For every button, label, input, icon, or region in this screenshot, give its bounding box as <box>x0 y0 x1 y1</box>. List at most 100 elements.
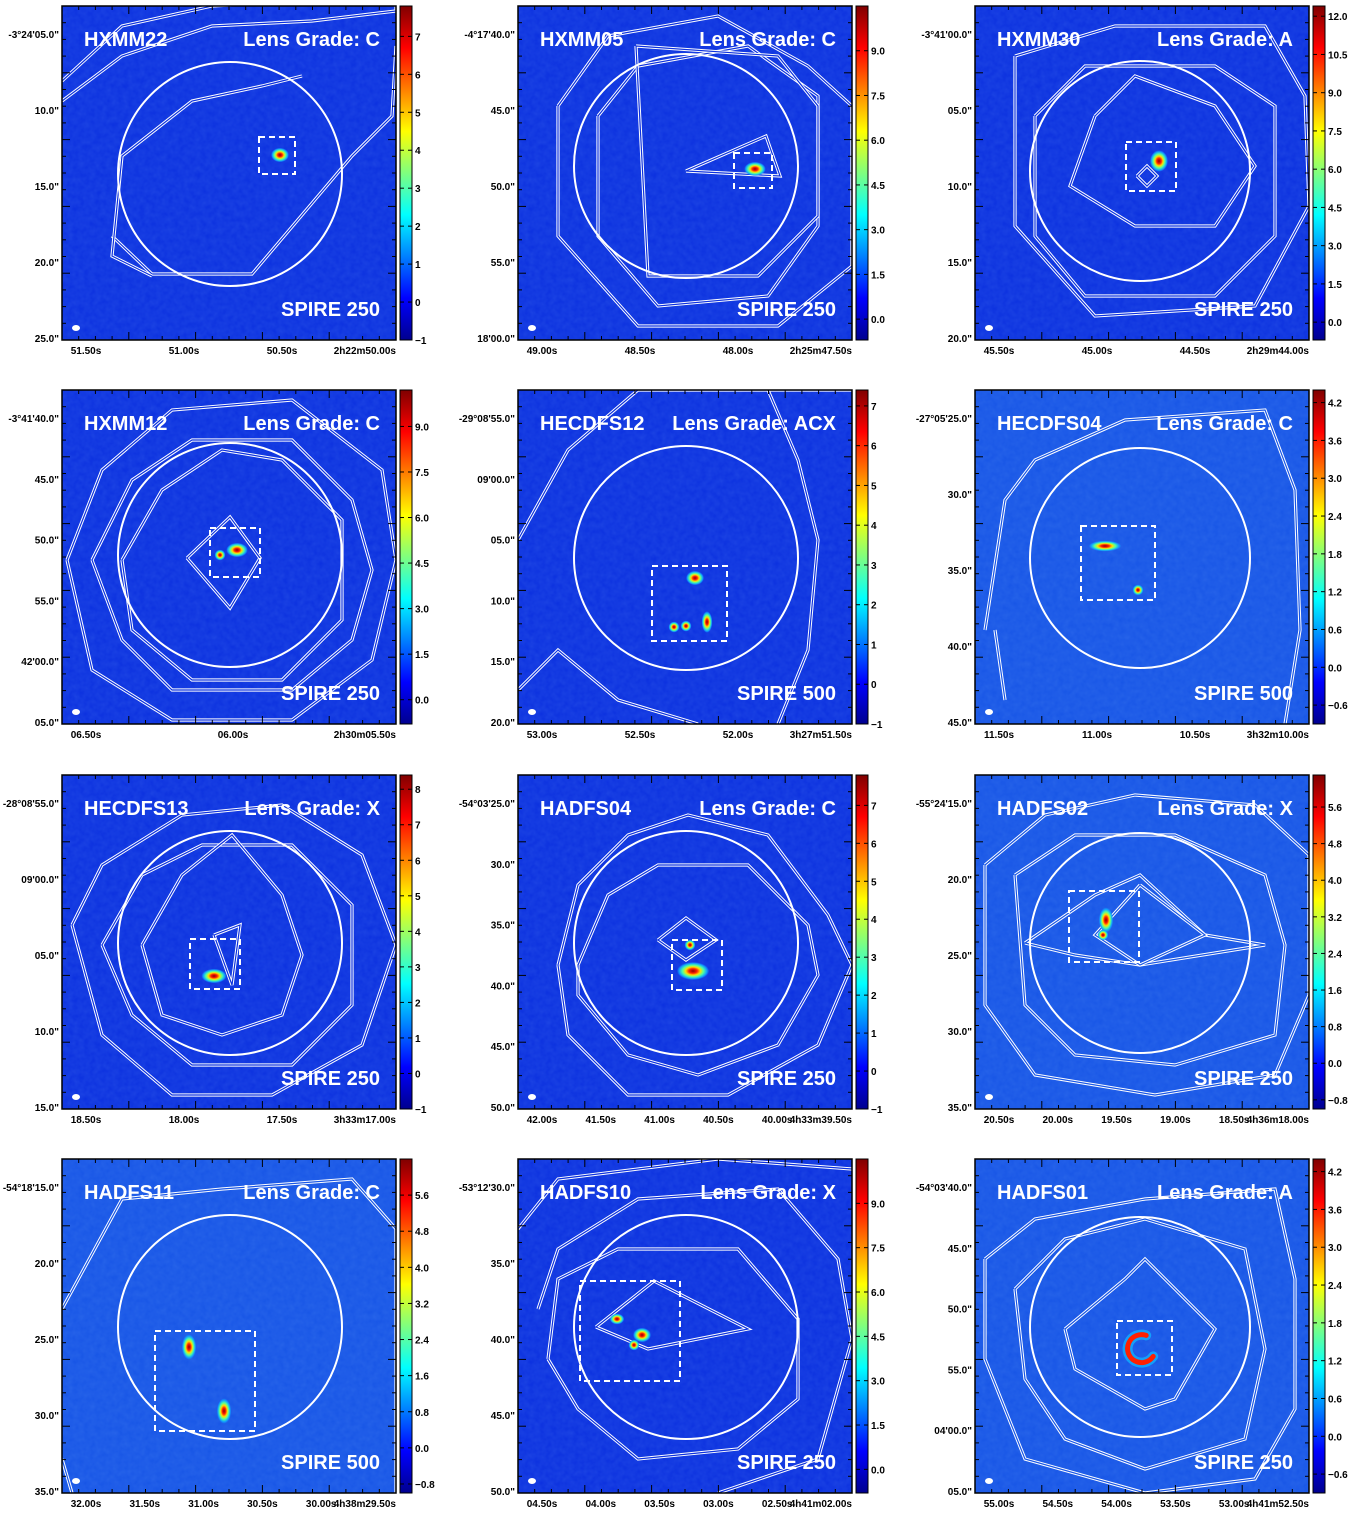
colorbar-tick-label: 4 <box>871 521 877 532</box>
image-area <box>975 6 1309 340</box>
y-tick-label: -29°08'55.0" <box>459 414 515 425</box>
frame-ticks <box>62 1159 396 1493</box>
colorbar-tick-label: 3 <box>871 561 877 572</box>
colorbar-tick-label: 5.6 <box>415 1191 429 1202</box>
colorbar-tick-label: 6 <box>871 442 877 453</box>
colorbar-tick-label: 3 <box>415 963 421 974</box>
x-tick-label: 3h32m10.00s <box>1247 730 1310 741</box>
colorbar-tick-label: 0.6 <box>1328 1394 1342 1405</box>
lens-grade: Lens Grade: A <box>1157 29 1293 51</box>
x-tick-label: 4h36m18.00s <box>1247 1115 1310 1126</box>
y-tick-label: 20.0" <box>948 875 972 886</box>
colorbar-tick-label: 3.2 <box>415 1299 429 1310</box>
panel-hecdfs13: HECDFS13 Lens Grade: X SPIRE 250 -28°08'55.… <box>3 774 427 1126</box>
x-tick-label: 18.50s <box>71 1115 102 1126</box>
lens-grade: Lens Grade: X <box>700 1182 836 1204</box>
source-emission <box>701 611 713 633</box>
y-tick-label: 45.0" <box>491 1411 515 1422</box>
x-tick-label: 06.50s <box>71 730 102 741</box>
source-emission <box>609 1313 625 1325</box>
beam-circle <box>1029 1216 1251 1438</box>
source-name: HECDFS04 <box>997 413 1102 435</box>
lens-grade: Lens Grade: X <box>244 798 380 820</box>
colorbar-tick-label: 8 <box>415 785 421 796</box>
source-emission <box>668 621 680 633</box>
y-tick-label: 55.0" <box>948 1365 972 1376</box>
y-tick-label: 40.0" <box>491 1335 515 1346</box>
colorbar <box>855 1158 869 1494</box>
frame-ticks <box>518 1159 852 1493</box>
x-tick-label: 18.50s <box>1219 1115 1250 1126</box>
x-tick-label: 51.50s <box>71 346 102 357</box>
panel-hecdfs12: HECDFS12 Lens Grade: ACX SPIRE 500 -29°08'5… <box>459 389 883 741</box>
colorbar-tick-label: 4.5 <box>415 559 429 570</box>
colorbar <box>855 5 869 341</box>
x-tick-label: 4h41m02.00s <box>790 1499 853 1510</box>
colorbar-tick-label: 1 <box>871 640 877 651</box>
map-noise <box>518 1159 852 1493</box>
y-tick-label: 30.0" <box>948 490 972 501</box>
colorbar-tick-label: 9.0 <box>871 1199 885 1210</box>
y-tick-label: -55°24'15.0" <box>916 799 972 810</box>
colorbar-tick-label: 1.8 <box>1328 550 1342 561</box>
colorbar-tick-label: 1.8 <box>1328 1319 1342 1330</box>
colorbar-tick-label: 2.4 <box>1328 949 1342 960</box>
beam-circle <box>1029 60 1251 282</box>
band-label: SPIRE 250 <box>1194 1068 1293 1090</box>
colorbar-tick-label: 6.0 <box>871 1288 885 1299</box>
y-tick-label: 15.0" <box>491 657 515 668</box>
y-tick-label: 45.0" <box>491 106 515 117</box>
y-tick-label: 20.0" <box>491 718 515 729</box>
colorbar-tick-label: 1.2 <box>1328 588 1342 599</box>
colorbar-tick-label: 0 <box>871 1067 877 1078</box>
beam-ellipse <box>528 325 536 331</box>
beam-ellipse <box>985 325 993 331</box>
panel-hadfs11: HADFS11 Lens Grade: C SPIRE 500 -54°18'15.0… <box>3 1158 435 1510</box>
colorbar-tick-label: 7 <box>415 821 421 832</box>
x-tick-label: 49.00s <box>527 346 558 357</box>
zoom-box <box>671 939 723 991</box>
colorbar-tick-label: 9.0 <box>871 47 885 58</box>
panel-hadfs02: HADFS02 Lens Grade: X SPIRE 250 -55°24'15.0… <box>916 774 1348 1126</box>
colorbar-tick-label: 4.5 <box>1328 203 1342 214</box>
source-emission <box>680 620 692 632</box>
colorbar-tick-label: 2.4 <box>415 1336 429 1347</box>
x-tick-label: 41.50s <box>586 1115 617 1126</box>
x-tick-label: 41.00s <box>644 1115 675 1126</box>
source-emission <box>201 968 227 984</box>
colorbar-tick-label: 4 <box>871 915 877 926</box>
y-tick-label: -4°17'40.0" <box>464 30 515 41</box>
x-tick-label: 32.00s <box>71 1499 102 1510</box>
frame-ticks <box>975 1159 1309 1493</box>
colorbar-tick-label: 3.0 <box>1328 1243 1342 1254</box>
image-area <box>62 1159 396 1493</box>
image-area <box>518 1159 852 1493</box>
x-tick-label: 53.50s <box>1160 1499 1191 1510</box>
source-emission <box>744 161 766 177</box>
y-tick-label: -3°41'40.0" <box>8 414 59 425</box>
source-emission <box>1088 540 1122 552</box>
colorbar-tick-label: 3.6 <box>1328 436 1342 447</box>
colorbar-tick-label: 4 <box>415 927 421 938</box>
band-label: SPIRE 250 <box>1194 299 1293 321</box>
x-tick-label: 53.00s <box>527 730 558 741</box>
panel-hadfs10: HADFS10 Lens Grade: X SPIRE 250 -53°12'30.0… <box>459 1158 885 1510</box>
panel-hadfs04: HADFS04 Lens Grade: C SPIRE 250 -54°03'25.0… <box>459 774 883 1126</box>
y-tick-label: 35.0" <box>948 566 972 577</box>
y-tick-label: 05.0" <box>491 536 515 547</box>
y-tick-label: 40.0" <box>491 981 515 992</box>
map-noise <box>518 775 852 1109</box>
source-emission <box>686 570 704 586</box>
y-tick-label: 25.0" <box>35 1335 59 1346</box>
x-tick-label: 2h25m47.50s <box>790 346 853 357</box>
image-area <box>518 6 852 340</box>
colorbar-tick-label: 3 <box>415 184 421 195</box>
frame-ticks <box>975 6 1309 340</box>
colorbar-tick-label: 7 <box>871 801 877 812</box>
y-tick-label: 20.0" <box>35 1259 59 1270</box>
y-tick-label: 20.0" <box>35 258 59 269</box>
beam-circle <box>117 442 343 668</box>
colorbar-tick-label: 1.5 <box>1328 280 1342 291</box>
source-name: HECDFS13 <box>84 798 188 820</box>
